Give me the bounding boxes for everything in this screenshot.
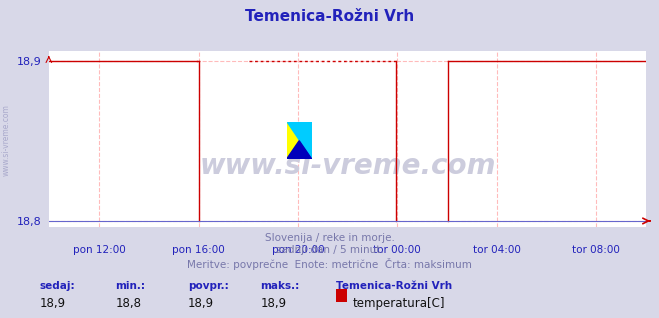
Text: pon 16:00: pon 16:00	[172, 245, 225, 255]
Text: Temenica-Rožni Vrh: Temenica-Rožni Vrh	[245, 9, 414, 24]
Text: tor 08:00: tor 08:00	[572, 245, 620, 255]
Text: 18,9: 18,9	[260, 297, 287, 310]
Text: www.si-vreme.com: www.si-vreme.com	[200, 152, 496, 180]
Text: pon 12:00: pon 12:00	[72, 245, 125, 255]
Text: maks.:: maks.:	[260, 281, 300, 291]
Polygon shape	[287, 141, 312, 159]
Text: 18,9: 18,9	[188, 297, 214, 310]
Polygon shape	[287, 122, 312, 159]
Text: Temenica-Rožni Vrh: Temenica-Rožni Vrh	[336, 281, 452, 291]
Text: zadnji dan / 5 minut.: zadnji dan / 5 minut.	[275, 245, 384, 255]
Text: pon 20:00: pon 20:00	[272, 245, 324, 255]
Text: povpr.:: povpr.:	[188, 281, 229, 291]
Text: 18,8: 18,8	[115, 297, 141, 310]
Text: Slovenija / reke in morje.: Slovenija / reke in morje.	[264, 233, 395, 243]
Text: www.si-vreme.com: www.si-vreme.com	[2, 104, 11, 176]
Text: sedaj:: sedaj:	[40, 281, 75, 291]
Text: min.:: min.:	[115, 281, 146, 291]
Text: tor 00:00: tor 00:00	[374, 245, 421, 255]
Text: Meritve: povprečne  Enote: metrične  Črta: maksimum: Meritve: povprečne Enote: metrične Črta:…	[187, 258, 472, 270]
Text: 18,9: 18,9	[40, 297, 66, 310]
Polygon shape	[287, 122, 312, 159]
Text: tor 04:00: tor 04:00	[473, 245, 521, 255]
Text: temperatura[C]: temperatura[C]	[353, 297, 445, 310]
